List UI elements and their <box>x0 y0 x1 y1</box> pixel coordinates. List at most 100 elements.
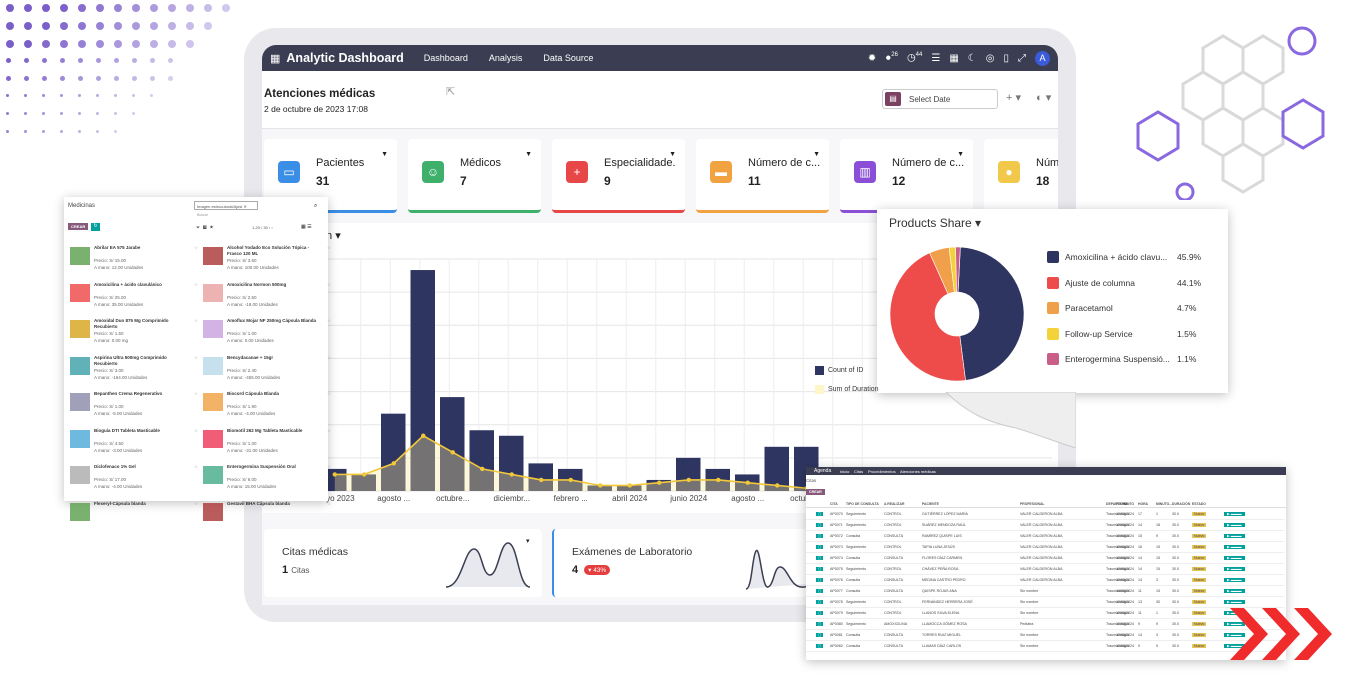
trend-point[interactable] <box>745 480 750 485</box>
action-button[interactable]: ▶ ▬▬▬ <box>1224 633 1245 637</box>
kpi-examenes-laboratorio[interactable]: Exámenes de Laboratorio 4 ▾ 43% <box>552 529 828 597</box>
list-item[interactable]: Biomotil 262 Mg Tableta Masticable Preci… <box>203 428 331 462</box>
favorite-star-icon[interactable]: ☆ <box>193 318 198 323</box>
favorite-star-icon[interactable]: ☆ <box>326 245 331 250</box>
nav-data-source[interactable]: Data Source <box>543 53 594 63</box>
bug-icon[interactable]: ✹ <box>867 52 877 64</box>
legend-item[interactable]: Enterogermina Suspensió... 1.1% <box>1047 353 1217 365</box>
column-header[interactable]: FECHA <box>1116 502 1128 506</box>
create-button[interactable]: CREAR <box>68 223 89 230</box>
mobile-icon[interactable]: ▯ <box>1003 52 1009 64</box>
column-header[interactable]: ESTADO <box>1192 502 1206 506</box>
trend-point[interactable] <box>657 480 662 485</box>
list-item[interactable]: Amoflux Mojar NF 250mg Cápsula Blanda Pr… <box>203 318 331 352</box>
action-button[interactable]: ▶ ▬▬▬ <box>1224 589 1245 593</box>
external-link-icon[interactable]: ⇱ <box>446 86 456 98</box>
kpi-card[interactable]: ☺ Médicos 7 ▼ <box>408 139 541 213</box>
list-item[interactable]: Amoxidal Duo 875 Mg Comprimido Recubiert… <box>70 318 198 352</box>
legend-item[interactable]: Paracetamol 4.7% <box>1047 302 1217 314</box>
bar[interactable] <box>410 270 436 491</box>
card-menu-caret-icon[interactable]: ▾ <box>526 538 530 545</box>
action-button[interactable]: ▶ ▬▬▬ <box>1224 512 1245 516</box>
pie-slice[interactable] <box>889 252 966 382</box>
kpi-menu-caret-icon[interactable]: ▼ <box>813 151 820 158</box>
table-row[interactable]: ▢ AP0077 Consulta CONSULTA QUISPE ROJAS ANA S… <box>806 586 1284 597</box>
favorite-star-icon[interactable]: ☆ <box>326 391 331 396</box>
column-header[interactable]: PACIENTE <box>922 502 939 506</box>
list-item[interactable]: Bioguia DTI Tableta Masticable Precio: S… <box>70 428 198 462</box>
list-item[interactable]: Aspirina Ultra 500mg Comprimido Recubier… <box>70 355 198 389</box>
table-row[interactable]: ▢ AP0070 Seguimiento CONTROL GUTIÉRREZ LÓPEZ… <box>806 509 1284 520</box>
favorite-star-icon[interactable]: ☆ <box>326 464 331 469</box>
bar[interactable] <box>381 413 406 491</box>
action-button[interactable]: ▶ ▬▬▬ <box>1224 600 1245 604</box>
trend-point[interactable] <box>391 461 396 466</box>
action-button[interactable]: ▶ ▬▬▬ <box>1224 545 1245 549</box>
trend-point[interactable] <box>332 472 337 477</box>
trend-point[interactable] <box>509 472 514 477</box>
action-button[interactable]: ▶ ▬▬▬ <box>1224 578 1245 582</box>
filter-toolbar-icons[interactable]: ⏷ ▦ ★ <box>196 225 214 231</box>
action-button[interactable]: ▶ ▬▬▬ <box>1224 556 1245 560</box>
bar[interactable] <box>587 485 613 491</box>
kpi-menu-caret-icon[interactable]: ▼ <box>525 151 532 158</box>
column-header[interactable]: HORA <box>1138 502 1148 506</box>
list-item[interactable]: Flexeryl-Cápsula blanda ☆ <box>70 501 198 535</box>
action-button[interactable]: ▶ ▬▬▬ <box>1224 644 1245 648</box>
agenda-nav-atenciones[interactable]: Atenciones médicas <box>900 469 936 474</box>
list-item[interactable]: Amoxicilina Normon 500mg Precio: S/ 2.50… <box>203 282 331 316</box>
column-header[interactable]: DURACIÓN <box>1172 502 1191 506</box>
bar[interactable] <box>499 435 524 491</box>
kpi-menu-caret-icon[interactable]: ▼ <box>957 151 964 158</box>
kpi-card[interactable]: + Especialidade... 9 ▼ <box>552 139 685 213</box>
action-button[interactable]: ▶ ▬▬▬ <box>1224 567 1245 571</box>
pie-slice[interactable] <box>955 246 961 293</box>
trend-point[interactable] <box>480 466 485 472</box>
moon-icon[interactable]: ☾ <box>967 52 977 64</box>
trend-point[interactable] <box>568 477 573 483</box>
trend-point[interactable] <box>539 477 544 483</box>
calculator-icon[interactable]: ▦ <box>949 52 959 64</box>
trend-point[interactable] <box>686 477 691 483</box>
agenda-nav-citas[interactable]: Citas <box>854 469 864 474</box>
bar[interactable] <box>676 457 701 491</box>
trend-point[interactable] <box>598 483 603 488</box>
bar[interactable] <box>469 430 495 491</box>
pager[interactable]: 1-20 / 30 ‹ › <box>252 225 273 230</box>
trend-point[interactable] <box>421 433 426 438</box>
table-row[interactable]: ▢ AP0076 Consulta CONSULTA MEDINA CASTRO PED… <box>806 575 1284 586</box>
list-item[interactable]: Enterogermina Suspensión Oral Precio: S/… <box>203 464 331 498</box>
trend-point[interactable] <box>775 483 780 488</box>
favorite-star-icon[interactable]: ☆ <box>193 391 198 396</box>
list-item[interactable]: Biocord Cápsula Blanda Precio: S/ 1.90 A… <box>203 391 331 425</box>
nav-analysis[interactable]: Analysis <box>488 53 523 63</box>
list-item[interactable]: Abrilar EA 575 Jarabe Precio: S/ 15.00 A… <box>70 245 198 279</box>
bar[interactable] <box>646 479 672 491</box>
kpi-card[interactable]: ▥ Número de c... 12 ▼ <box>840 139 973 213</box>
kpi-citas-medicas[interactable]: Citas médicas 1 Citas ▾ <box>264 529 542 597</box>
legend-item[interactable]: Follow-up Service 1.5% <box>1047 327 1217 340</box>
table-row[interactable]: ▢ AP0072 Consulta CONSULTA RAMÍREZ QUISPE LU… <box>806 531 1284 542</box>
chat-icon[interactable]: ●26 <box>885 52 898 64</box>
avatar[interactable]: A <box>1035 50 1050 66</box>
table-row[interactable]: ▢ AP0071 Seguimiento CONTROL SUÁREZ MENDOZA … <box>806 520 1284 531</box>
products-share-title[interactable]: Products Share ▾ <box>889 216 982 230</box>
favorite-star-icon[interactable]: ☆ <box>193 500 198 506</box>
date-picker[interactable]: ▤ Select Date <box>882 89 998 109</box>
trend-point[interactable] <box>716 477 721 483</box>
bar[interactable] <box>351 474 377 491</box>
table-row[interactable]: ▢ AP0075 Seguimiento CONTROL CHÁVEZ PEÑA ROS… <box>806 564 1284 575</box>
column-header[interactable]: CITA <box>830 502 838 506</box>
action-button[interactable]: ▶ ▬▬▬ <box>1224 534 1245 538</box>
apps-menu-icon[interactable]: ▦ <box>270 52 281 65</box>
list-item[interactable]: Alcohol Yodado Eco Solución Tópica - Fra… <box>203 245 331 279</box>
favorite-star-icon[interactable]: ☆ <box>326 500 331 506</box>
favorite-star-icon[interactable]: ☆ <box>326 427 331 433</box>
trend-point[interactable] <box>450 450 455 455</box>
agenda-nav-procedimientos[interactable]: Procedimientos <box>868 469 896 474</box>
nav-dashboard[interactable]: Dashboard <box>423 53 468 63</box>
table-row[interactable]: ▢ AP0074 Consulta CONSULTA FLORES DÍAZ CARME… <box>806 553 1284 564</box>
globe-icon[interactable]: ◎ <box>985 52 995 64</box>
palette-dropdown-icon[interactable]: ◐ ▾ <box>1036 92 1052 104</box>
list-icon[interactable]: ☰ <box>931 52 941 64</box>
